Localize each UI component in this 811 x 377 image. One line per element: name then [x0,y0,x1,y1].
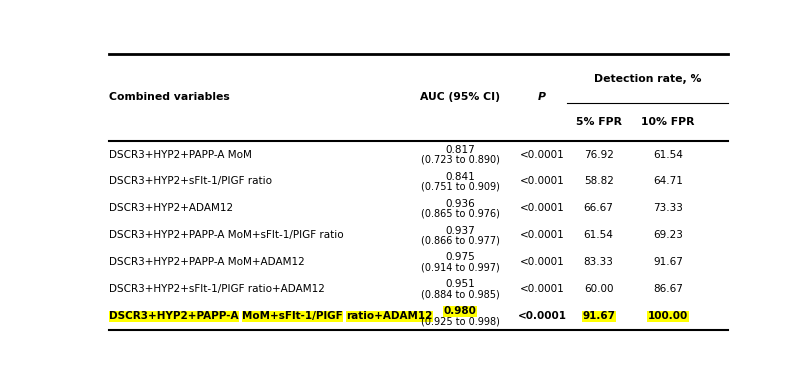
Text: <0.0001: <0.0001 [519,230,564,241]
Text: 0.980: 0.980 [444,307,476,316]
Text: 0.817: 0.817 [444,145,474,155]
Text: 66.67: 66.67 [583,204,613,213]
Text: ratio+ADAM12: ratio+ADAM12 [346,311,432,321]
Text: (0.865 to 0.976): (0.865 to 0.976) [420,208,499,218]
Text: <0.0001: <0.0001 [519,204,564,213]
Text: <0.0001: <0.0001 [519,284,564,294]
Text: DSCR3+HYP2+PAPP-A: DSCR3+HYP2+PAPP-A [109,311,238,321]
Text: 91.67: 91.67 [652,257,682,267]
Text: 73.33: 73.33 [652,204,682,213]
Text: (0.884 to 0.985): (0.884 to 0.985) [420,289,499,299]
Text: AUC (95% CI): AUC (95% CI) [419,92,500,103]
Text: 76.92: 76.92 [583,150,613,159]
Text: (0.751 to 0.909): (0.751 to 0.909) [420,181,499,191]
Text: <0.0001: <0.0001 [519,150,564,159]
Text: 86.67: 86.67 [652,284,682,294]
Text: DSCR3+HYP2+PAPP-A MoM+sFlt-1/PlGF ratio: DSCR3+HYP2+PAPP-A MoM+sFlt-1/PlGF ratio [109,230,343,241]
Text: 69.23: 69.23 [652,230,682,241]
Text: <0.0001: <0.0001 [519,257,564,267]
Text: Combined variables: Combined variables [109,92,230,103]
Text: P: P [538,92,545,103]
Text: 0.841: 0.841 [444,172,474,182]
Text: 61.54: 61.54 [652,150,682,159]
Text: <0.0001: <0.0001 [519,176,564,187]
Text: Detection rate, %: Detection rate, % [593,74,701,84]
Text: 100.00: 100.00 [647,311,687,321]
Text: 0.936: 0.936 [444,199,474,208]
Text: 0.937: 0.937 [444,225,474,236]
Text: 0.951: 0.951 [444,279,474,290]
Text: DSCR3+HYP2+ADAM12: DSCR3+HYP2+ADAM12 [109,204,233,213]
Text: 10% FPR: 10% FPR [641,117,693,127]
Text: 58.82: 58.82 [583,176,613,187]
Text: 5% FPR: 5% FPR [575,117,621,127]
Text: 91.67: 91.67 [581,311,615,321]
Text: (0.914 to 0.997): (0.914 to 0.997) [420,262,499,272]
Text: DSCR3+HYP2+sFlt-1/PlGF ratio: DSCR3+HYP2+sFlt-1/PlGF ratio [109,176,272,187]
Text: 0.975: 0.975 [444,253,474,262]
Text: 64.71: 64.71 [652,176,682,187]
Text: (0.866 to 0.977): (0.866 to 0.977) [420,235,499,245]
Text: (0.925 to 0.998): (0.925 to 0.998) [420,316,499,326]
Text: 83.33: 83.33 [583,257,613,267]
Text: DSCR3+HYP2+PAPP-A MoM: DSCR3+HYP2+PAPP-A MoM [109,150,251,159]
Text: DSCR3+HYP2+PAPP-A MoM+ADAM12: DSCR3+HYP2+PAPP-A MoM+ADAM12 [109,257,304,267]
Text: <0.0001: <0.0001 [517,311,566,321]
Text: (0.723 to 0.890): (0.723 to 0.890) [420,154,499,164]
Text: 60.00: 60.00 [583,284,612,294]
Text: DSCR3+HYP2+sFlt-1/PlGF ratio+ADAM12: DSCR3+HYP2+sFlt-1/PlGF ratio+ADAM12 [109,284,324,294]
Text: MoM+sFlt-1/PlGF: MoM+sFlt-1/PlGF [242,311,342,321]
Text: 61.54: 61.54 [583,230,613,241]
